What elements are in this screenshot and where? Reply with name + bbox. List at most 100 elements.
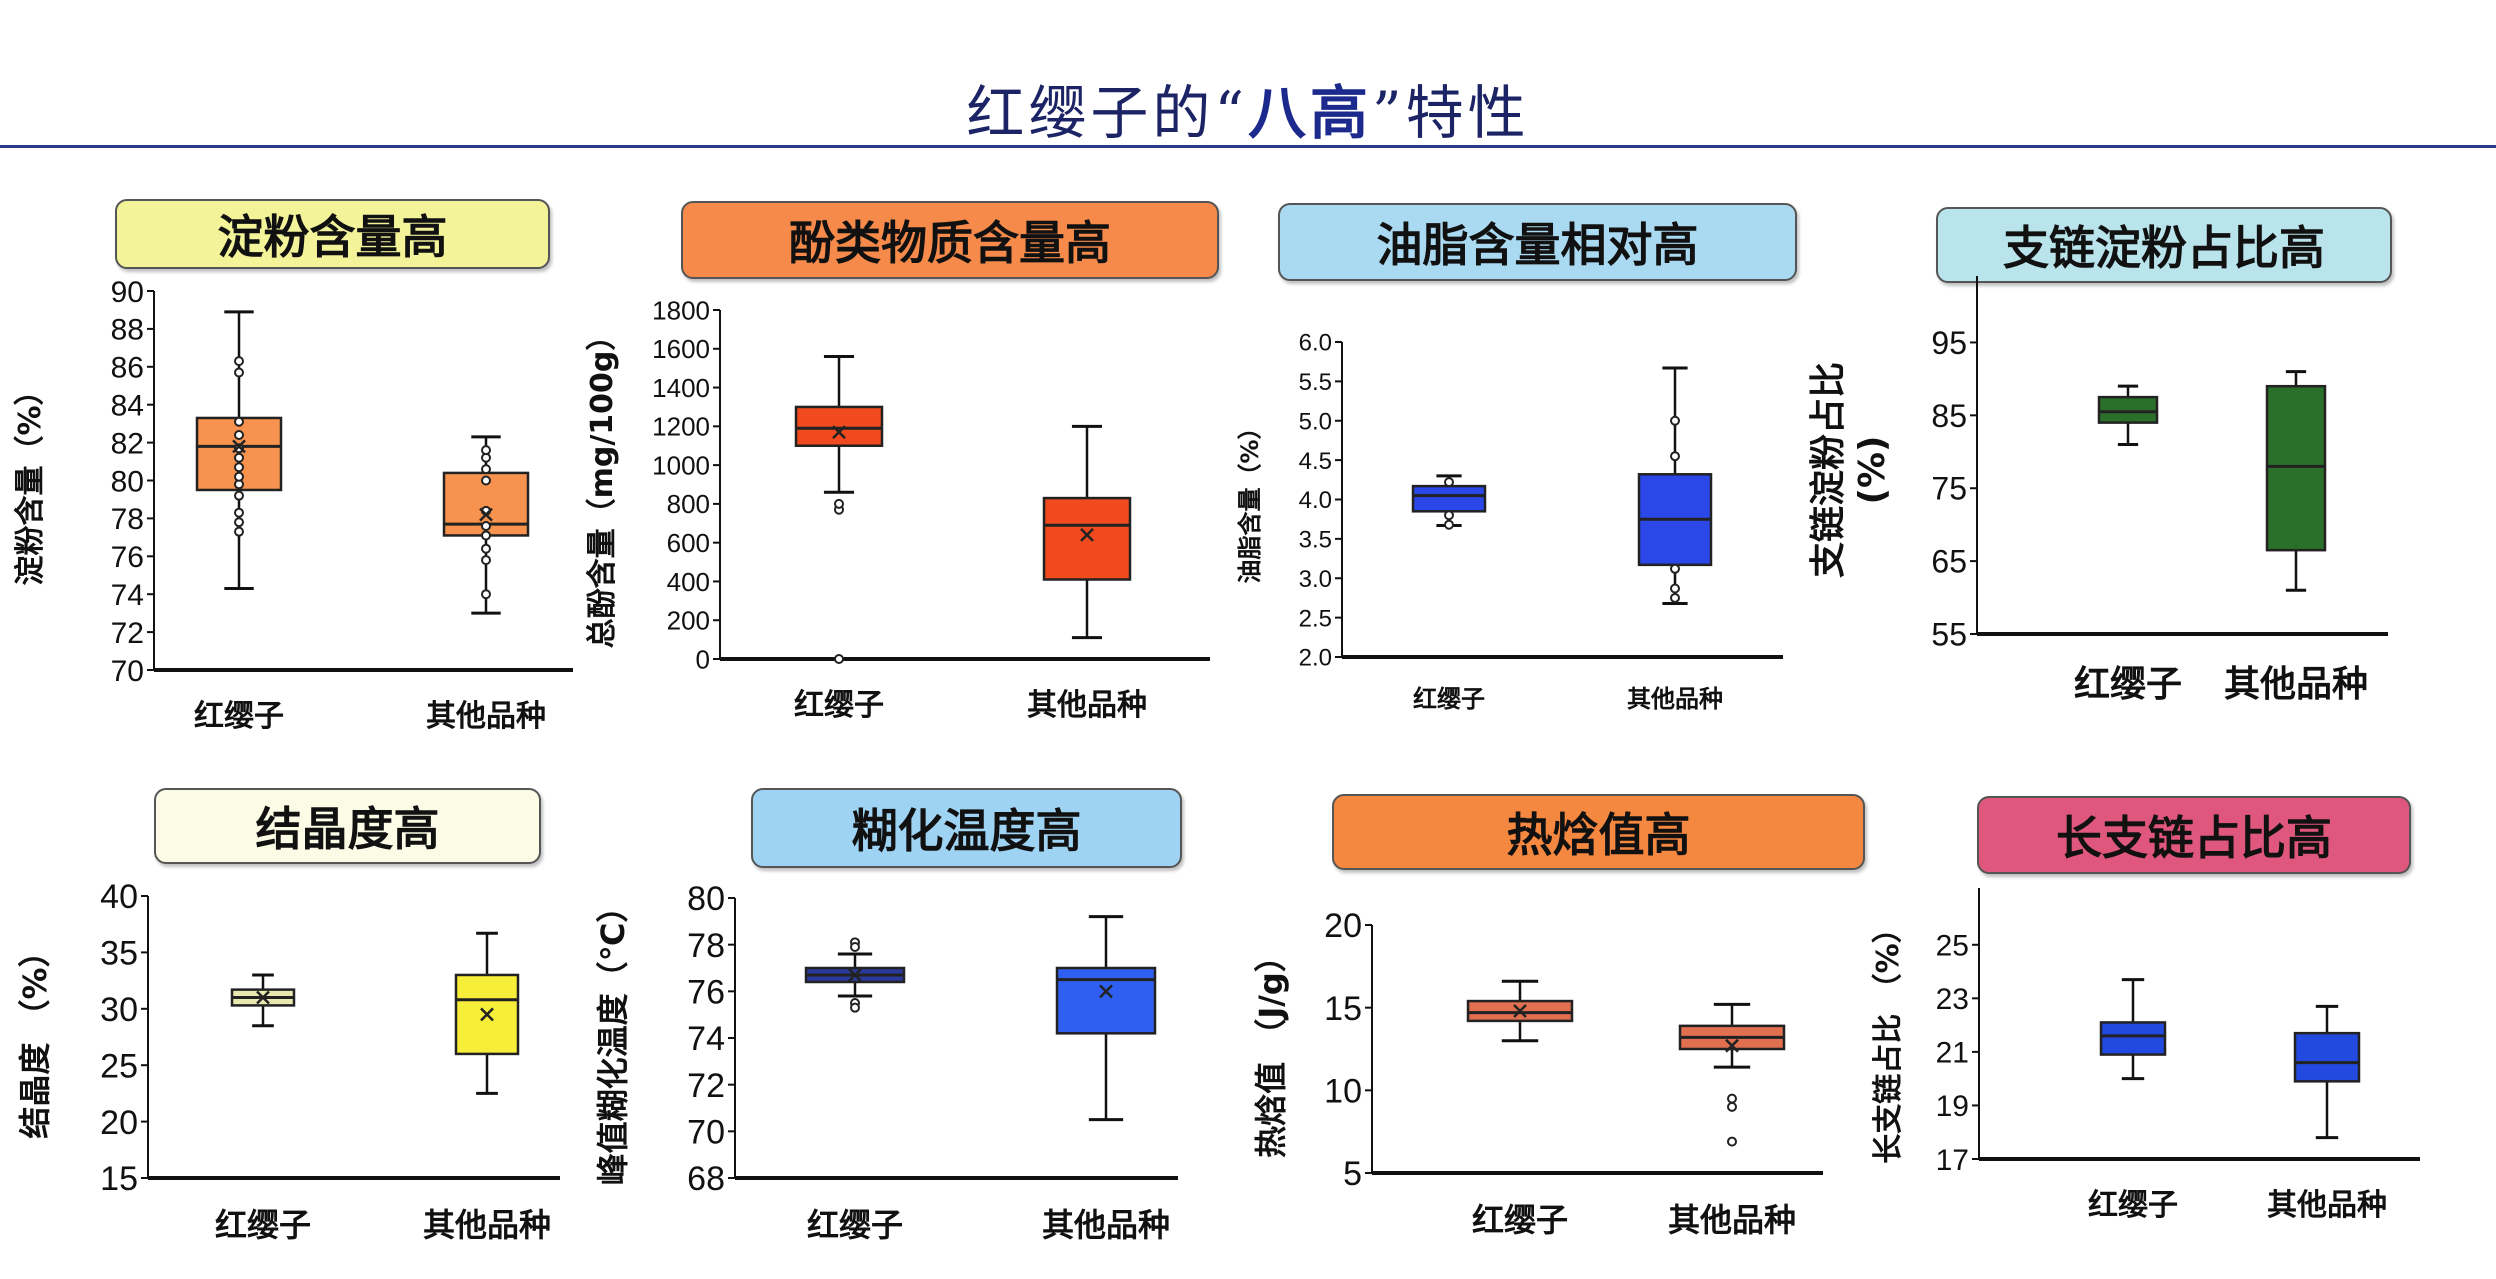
mean-marker — [256, 990, 270, 1005]
y-tick-label: 20 — [1324, 907, 1362, 945]
y-tick-label: 25 — [1936, 930, 1969, 963]
box-other-varieties — [1678, 1002, 1786, 1147]
y-tick-label: 82 — [111, 427, 144, 460]
chart-header: 酚类物质含量高 — [681, 201, 1219, 279]
data-point — [234, 367, 244, 378]
y-tick-label: 78 — [111, 503, 144, 536]
box-plot-6: 68 70 72 74 76 78 80 红缨子 其他品种 峰值糊化温度（℃） — [594, 880, 1178, 1244]
iqr-box — [2097, 395, 2159, 424]
chart-header: 热焓值高 — [1332, 794, 1865, 870]
box-plot-2: 0 200 400 600 800 1000 1200 1400 1600 1800 红缨子 其他品种… — [585, 295, 1210, 723]
box-other-varieties — [1637, 366, 1713, 605]
box-hongyingzi — [794, 355, 884, 664]
chart-header: 支链淀粉占比高 — [1936, 207, 2392, 283]
data-point — [234, 471, 244, 482]
mean-marker — [1513, 1004, 1527, 1018]
mean-marker — [1099, 984, 1113, 999]
data-point — [1444, 510, 1454, 521]
y-tick-label: 72 — [111, 617, 144, 650]
y-tick-label: 25 — [100, 1047, 138, 1085]
y-tick-label: 76 — [111, 541, 144, 574]
y-tick-label: 3.0 — [1299, 566, 1332, 593]
y-tick-label: 95 — [1931, 325, 1967, 361]
data-point — [1670, 592, 1680, 603]
y-tick-label: 21 — [1936, 1037, 1969, 1070]
y-tick-label: 72 — [687, 1067, 725, 1105]
iqr-box — [454, 973, 520, 1056]
box-hongyingzi — [2097, 384, 2159, 446]
y-tick-label: 90 — [111, 276, 144, 309]
y-tick-label: 20 — [100, 1104, 138, 1142]
y-tick-label: 55 — [1931, 617, 1967, 653]
x-tick-label: 其他品种 — [2267, 1188, 2387, 1223]
y-axis-label: 热焓值 （J/g） — [1252, 940, 1290, 1158]
mean-marker — [479, 507, 493, 522]
x-tick-label: 其他品种 — [1042, 1206, 1170, 1244]
x-tick-label: 红缨子 — [794, 688, 884, 723]
mean-marker — [232, 439, 246, 454]
y-tick-label: 80 — [687, 880, 725, 918]
data-point — [834, 654, 844, 664]
y-tick-label: 15 — [1324, 990, 1362, 1028]
y-tick-label: 1600 — [652, 334, 710, 364]
data-point — [481, 445, 491, 456]
box-other-varieties — [2293, 1004, 2361, 1140]
y-tick-label: 74 — [687, 1020, 725, 1058]
mean-marker — [848, 968, 862, 982]
y-tick-label: 76 — [687, 974, 725, 1012]
iqr-box — [1411, 484, 1487, 513]
box-plot-3: 2.0 2.5 3.0 3.5 4.0 4.5 5.0 5.5 6.0 红缨子 其他品种 油脂含量（%… — [1236, 330, 1783, 713]
data-point — [234, 490, 244, 501]
y-tick-label: 1000 — [652, 450, 710, 480]
box-other-varieties — [454, 931, 520, 1095]
chart-header: 淀粉含量高 — [115, 199, 550, 269]
box-plot-8: 17 19 21 23 25 红缨子 其他品种 长支链占比 （%） — [1871, 888, 2420, 1223]
y-axis-label: 结晶度 （%） — [16, 935, 54, 1138]
x-tick-label: 红缨子 — [2074, 664, 2182, 705]
y-tick-label: 78 — [687, 927, 725, 965]
box-plot-1: 70 72 74 76 78 80 82 84 86 88 90 红缨子 其他品种 淀粉含量（%） — [13, 276, 573, 734]
y-tick-label: 84 — [111, 390, 144, 423]
y-tick-label: 5.5 — [1299, 369, 1332, 396]
data-point — [1670, 451, 1680, 462]
y-tick-label: 2.5 — [1299, 605, 1332, 632]
box-other-varieties — [442, 435, 530, 615]
y-axis-label-unit: (%) — [1852, 436, 1893, 505]
y-axis-label: 长支链占比 （%） — [1871, 913, 1906, 1164]
data-point — [234, 356, 244, 367]
y-tick-label: 400 — [667, 567, 710, 597]
data-point — [481, 530, 491, 541]
y-axis-label: 总酚含量（mg/100g） — [585, 321, 620, 649]
data-point — [481, 543, 491, 554]
data-point — [850, 942, 860, 952]
title-highlight: 八高 — [1247, 79, 1372, 147]
y-tick-label: 75 — [1931, 471, 1967, 507]
box-hongyingzi — [804, 937, 906, 1013]
data-point — [1727, 1093, 1737, 1104]
x-tick-label: 红缨子 — [2088, 1188, 2178, 1223]
data-point — [834, 498, 844, 509]
data-point — [1670, 415, 1680, 426]
box-hongyingzi — [2099, 978, 2167, 1081]
y-axis-label: 峰值糊化温度（℃） — [594, 891, 632, 1186]
y-tick-label: 23 — [1936, 983, 1969, 1016]
box-hongyingzi — [1466, 979, 1574, 1043]
y-tick-label: 80 — [111, 465, 144, 498]
box-hongyingzi — [195, 310, 283, 591]
box-other-varieties — [2265, 370, 2327, 592]
y-tick-label: 15 — [100, 1160, 138, 1198]
x-tick-label: 其他品种 — [2224, 664, 2368, 705]
iqr-box — [794, 405, 884, 447]
chart-header: 糊化温度高 — [751, 788, 1182, 868]
data-point — [850, 1002, 860, 1013]
y-tick-label: 40 — [100, 878, 138, 916]
x-tick-label: 其他品种 — [1027, 688, 1147, 723]
data-point — [1670, 583, 1680, 594]
data-point — [234, 517, 244, 528]
y-tick-label: 800 — [667, 489, 710, 519]
x-tick-label: 红缨子 — [807, 1206, 903, 1244]
x-tick-label: 红缨子 — [1413, 685, 1485, 713]
y-tick-label: 3.5 — [1299, 527, 1332, 554]
mean-marker — [480, 1007, 494, 1022]
